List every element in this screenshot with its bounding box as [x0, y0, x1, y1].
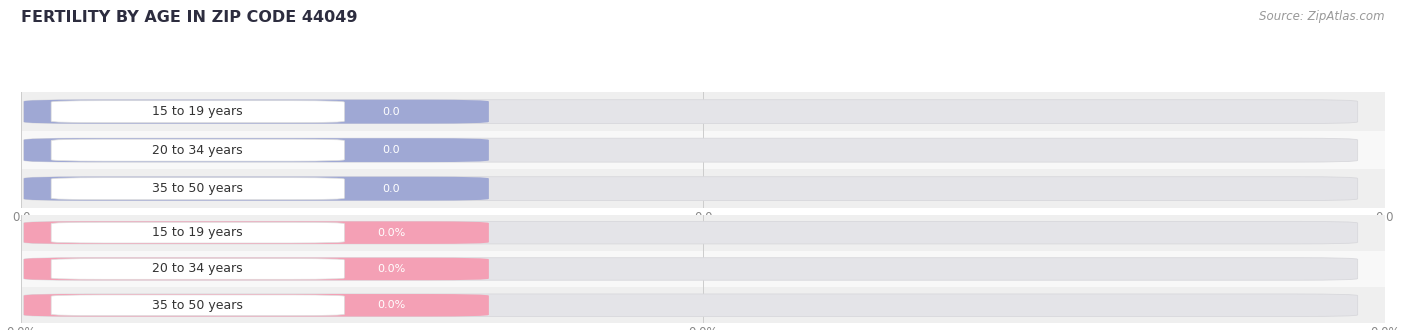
- Text: Source: ZipAtlas.com: Source: ZipAtlas.com: [1260, 10, 1385, 23]
- FancyBboxPatch shape: [51, 222, 344, 243]
- Text: 0.0: 0.0: [382, 184, 401, 194]
- FancyBboxPatch shape: [24, 294, 489, 316]
- FancyBboxPatch shape: [349, 101, 434, 123]
- Text: 35 to 50 years: 35 to 50 years: [152, 182, 243, 195]
- FancyBboxPatch shape: [24, 100, 489, 124]
- FancyBboxPatch shape: [24, 177, 489, 201]
- FancyBboxPatch shape: [24, 100, 1358, 124]
- Text: 0.0%: 0.0%: [377, 300, 405, 310]
- FancyBboxPatch shape: [24, 258, 489, 280]
- Text: 20 to 34 years: 20 to 34 years: [152, 144, 243, 157]
- FancyBboxPatch shape: [24, 221, 489, 244]
- Bar: [21, 92, 1385, 131]
- Text: 0.0: 0.0: [382, 107, 401, 116]
- FancyBboxPatch shape: [51, 139, 344, 161]
- FancyBboxPatch shape: [24, 177, 1358, 201]
- FancyBboxPatch shape: [349, 222, 434, 243]
- Bar: [21, 287, 1385, 323]
- FancyBboxPatch shape: [51, 259, 344, 279]
- Text: 0.0%: 0.0%: [377, 228, 405, 238]
- Text: 0.0: 0.0: [382, 145, 401, 155]
- FancyBboxPatch shape: [51, 178, 344, 200]
- Text: 15 to 19 years: 15 to 19 years: [152, 105, 243, 118]
- FancyBboxPatch shape: [51, 295, 344, 315]
- Text: 0.0%: 0.0%: [377, 264, 405, 274]
- FancyBboxPatch shape: [24, 138, 489, 162]
- Text: 35 to 50 years: 35 to 50 years: [152, 299, 243, 312]
- Bar: [21, 169, 1385, 208]
- FancyBboxPatch shape: [349, 139, 434, 161]
- Text: FERTILITY BY AGE IN ZIP CODE 44049: FERTILITY BY AGE IN ZIP CODE 44049: [21, 10, 357, 25]
- Bar: [21, 131, 1385, 169]
- Text: 20 to 34 years: 20 to 34 years: [152, 262, 243, 276]
- FancyBboxPatch shape: [24, 221, 1358, 244]
- FancyBboxPatch shape: [51, 101, 344, 123]
- FancyBboxPatch shape: [349, 295, 434, 315]
- FancyBboxPatch shape: [24, 258, 1358, 280]
- FancyBboxPatch shape: [24, 294, 1358, 316]
- FancyBboxPatch shape: [349, 178, 434, 200]
- Bar: [21, 251, 1385, 287]
- Text: 15 to 19 years: 15 to 19 years: [152, 226, 243, 239]
- FancyBboxPatch shape: [349, 259, 434, 279]
- Bar: [21, 214, 1385, 251]
- FancyBboxPatch shape: [24, 138, 1358, 162]
